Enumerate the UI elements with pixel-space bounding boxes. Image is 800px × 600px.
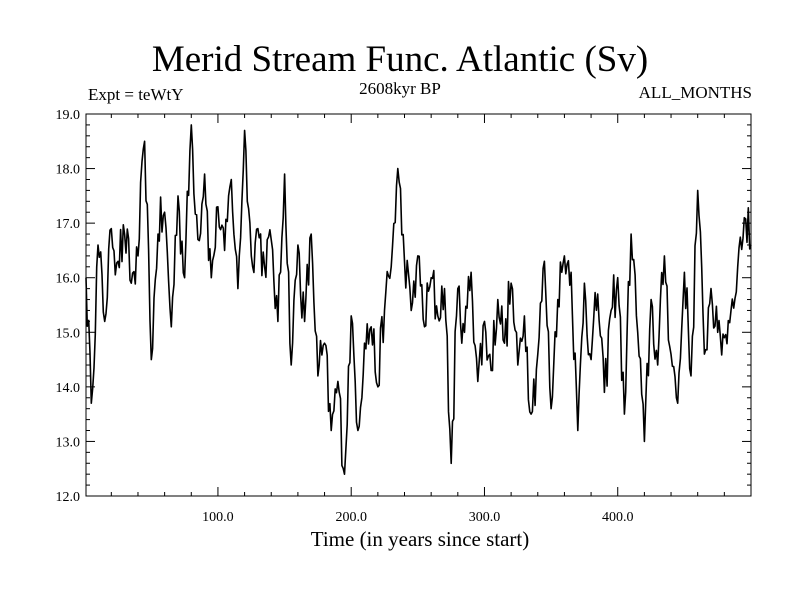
plot-frame — [85, 113, 752, 497]
y-tick-label: 13.0 — [56, 435, 81, 450]
y-tick-label: 19.0 — [56, 108, 81, 123]
x-tick-label: 100.0 — [202, 510, 234, 525]
experiment-label: Expt = teWtY — [88, 85, 184, 104]
y-tick-label: 15.0 — [56, 326, 81, 341]
x-axis-title: Time (in years since start) — [310, 527, 530, 551]
x-tick-label: 400.0 — [602, 510, 634, 525]
y-tick-label: 18.0 — [56, 163, 81, 178]
x-tick-label: 300.0 — [469, 510, 501, 525]
series-line — [85, 124, 752, 475]
months-label: ALL_MONTHS — [638, 83, 752, 102]
period-label: 2608kyr BP — [359, 79, 441, 98]
y-tick-label: 16.0 — [56, 272, 81, 287]
chart-title: Merid Stream Func. Atlantic (Sv) — [151, 39, 649, 80]
y-tick-label: 12.0 — [56, 490, 81, 505]
y-tick-label: 14.0 — [56, 381, 81, 396]
x-tick-label: 200.0 — [335, 510, 367, 525]
y-tick-label: 17.0 — [56, 217, 81, 232]
